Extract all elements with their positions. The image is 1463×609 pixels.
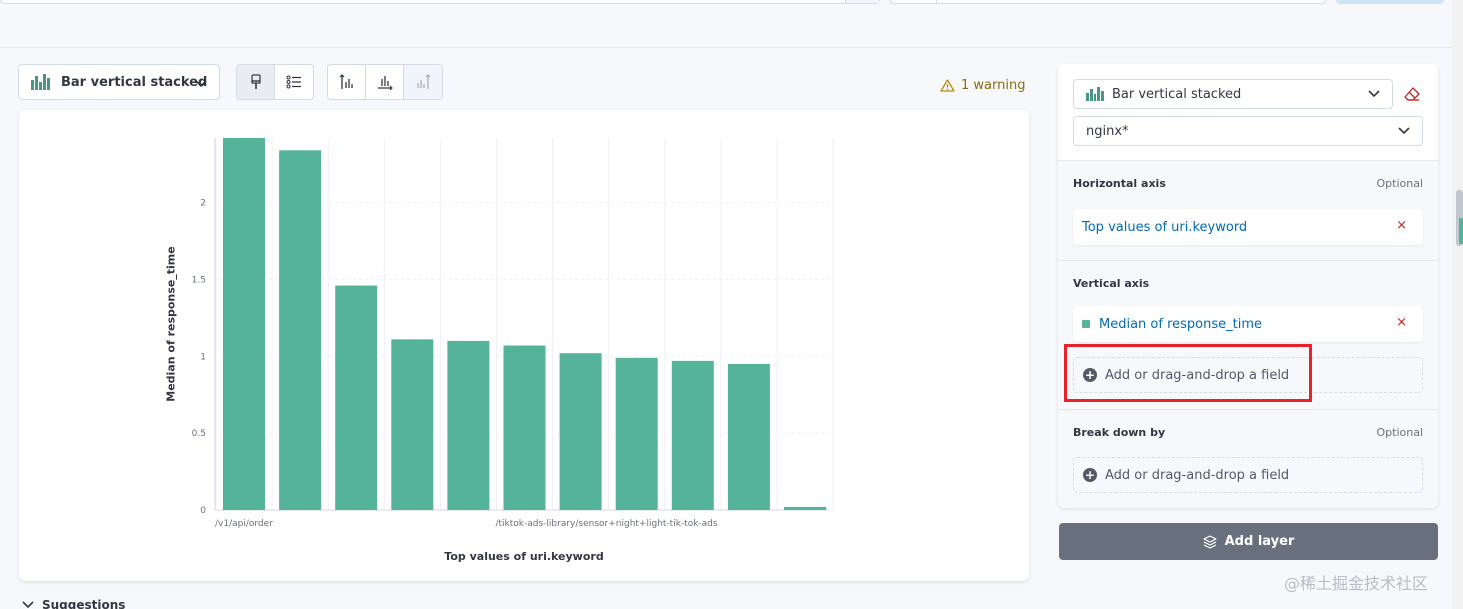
query-input-button[interactable] [845, 0, 879, 3]
x-tick-label: /v1/api/order [215, 519, 273, 529]
paintbrush-icon [250, 74, 261, 89]
bar [784, 506, 826, 510]
bar [615, 357, 658, 510]
bar [223, 138, 265, 510]
break-down-add-label: Add or drag-and-drop a field [1105, 467, 1290, 483]
vertical-axis-title: Vertical axis [1073, 277, 1150, 290]
bar [727, 363, 770, 510]
series-color-swatch [1082, 320, 1090, 328]
y-axis-title: Median of response_time [164, 246, 178, 402]
legend-list-icon [286, 75, 301, 89]
horizontal-axis-section: Horizontal axis Optional Top values of u… [1058, 160, 1438, 260]
vertical-axis-dimension[interactable]: Median of response_time × [1073, 306, 1423, 342]
chevron-down-icon [1398, 124, 1410, 138]
clear-layer-button[interactable] [1404, 86, 1420, 105]
date-picker[interactable] [890, 0, 1326, 4]
refresh-button[interactable] [1336, 0, 1444, 4]
scrollbar-marker [1459, 218, 1463, 244]
horizontal-axis-title: Horizontal axis [1073, 177, 1166, 190]
horizontal-axis-optional: Optional [1376, 177, 1423, 190]
layer-chart-type-label: Bar vertical stacked [1112, 86, 1242, 102]
y-tick-label: 1.5 [192, 275, 206, 285]
remove-vertical-dimension-button[interactable]: × [1396, 315, 1407, 330]
layer-config-panel: Bar vertical stacked nginx* Horizontal a… [1058, 64, 1438, 508]
left-axis-icon [339, 74, 353, 89]
bar-stacked-icon [31, 74, 53, 90]
y-tick-label: 0 [200, 506, 206, 516]
bar [335, 285, 378, 510]
chart-type-switcher[interactable]: Bar vertical stacked [18, 64, 220, 100]
bar [391, 339, 434, 510]
remove-horizontal-dimension-button[interactable]: × [1396, 218, 1407, 233]
bar-stacked-icon [1086, 87, 1104, 101]
annotation-highlight-box [1064, 344, 1312, 402]
bar-chart: 0 0.5 1 1.5 2/v1/api/order/tiktok-ads-librar… [192, 138, 834, 529]
warning-triangle-icon [940, 79, 955, 92]
query-input[interactable] [0, 0, 880, 4]
y-tick-label: 0.5 [192, 429, 206, 439]
warning-text: 1 warning [961, 78, 1026, 93]
chevron-down-icon [195, 77, 207, 91]
top-query-bar [0, 0, 1463, 48]
chevron-down-icon [22, 601, 34, 609]
bottom-axis-button[interactable] [366, 65, 404, 99]
bar [671, 360, 714, 510]
chart-panel[interactable]: 0 0.5 1 1.5 2/v1/api/order/tiktok-ads-librar… [19, 110, 1029, 581]
chart-type-label: Bar vertical stacked [61, 74, 208, 90]
x-axis-title: Top values of uri.keyword [444, 550, 604, 563]
break-down-add-field[interactable]: + Add or drag-and-drop a field [1073, 457, 1423, 493]
x-tick-label: /tiktok-ads-library/sensor+night+light-t… [496, 519, 718, 529]
index-pattern-value: nginx* [1086, 123, 1129, 139]
vertical-axis-add-field[interactable]: + Add or drag-and-drop a field [1073, 357, 1423, 393]
bar [279, 150, 322, 510]
vertical-axis-section: Vertical axis Median of response_time × … [1058, 260, 1438, 409]
axis-options-group [327, 64, 443, 100]
break-down-optional: Optional [1376, 426, 1423, 439]
visual-options-group [236, 64, 314, 100]
bar [503, 345, 546, 510]
warning-indicator[interactable]: 1 warning [940, 78, 1025, 93]
legend-button[interactable] [275, 65, 313, 99]
add-layer-label: Add layer [1224, 534, 1295, 549]
plus-circle-icon: + [1083, 368, 1097, 382]
y-tick-label: 1 [200, 352, 206, 362]
watermark-text: @稀土掘金技术社区 [1284, 574, 1429, 593]
layer-chart-type-select[interactable]: Bar vertical stacked [1073, 79, 1393, 109]
index-pattern-select[interactable]: nginx* [1073, 116, 1423, 146]
suggestions-label: Suggestions [42, 598, 126, 609]
vertical-axis-field-label: Median of response_time [1099, 316, 1262, 332]
break-down-title: Break down by [1073, 426, 1166, 439]
layers-icon [1203, 534, 1217, 549]
bar [447, 340, 490, 510]
bar [559, 353, 602, 510]
chevron-down-icon [1368, 87, 1380, 101]
page-scrollbar[interactable] [1452, 0, 1463, 609]
horizontal-axis-field-label: Top values of uri.keyword [1082, 219, 1248, 235]
date-picker-quick-menu[interactable] [891, 0, 937, 3]
y-tick-label: 2 [200, 199, 206, 209]
bottom-axis-icon [377, 76, 393, 90]
eraser-icon [1404, 87, 1420, 101]
vertical-axis-add-label: Add or drag-and-drop a field [1105, 367, 1290, 383]
plus-circle-icon: + [1083, 468, 1097, 482]
horizontal-axis-dimension[interactable]: Top values of uri.keyword × [1073, 209, 1423, 245]
suggestions-toggle[interactable]: Suggestions [22, 598, 125, 609]
break-down-section: Break down by Optional + Add or drag-and… [1058, 409, 1438, 508]
right-axis-icon [417, 74, 431, 89]
add-layer-button[interactable]: Add layer [1059, 523, 1438, 560]
right-axis-button[interactable] [404, 65, 442, 99]
left-axis-button[interactable] [328, 65, 366, 99]
paintbrush-button[interactable] [237, 65, 275, 99]
